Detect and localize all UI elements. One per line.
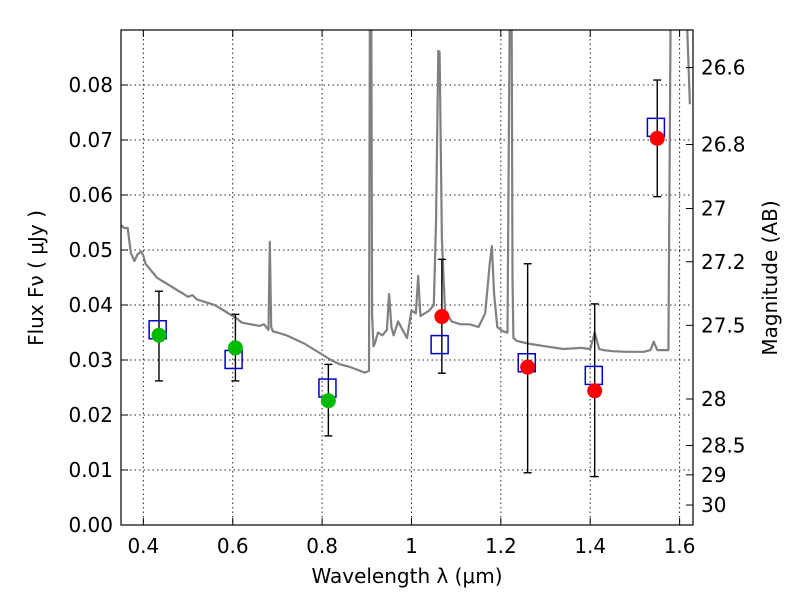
y-tick-label: 0.07 (68, 128, 113, 152)
mag-tick-label: 28 (701, 387, 726, 411)
mag-tick-label: 27.5 (701, 313, 746, 337)
x-tick-label: 1.4 (574, 534, 606, 558)
y-tick-label: 0.08 (68, 73, 113, 97)
model-box-marker (430, 334, 449, 355)
y-tick-label: 0.03 (68, 348, 113, 372)
right-axis-title: Magnitude (AB) (758, 200, 782, 355)
y-tick-label: 0.00 (68, 513, 113, 537)
x-tick-label: 0.8 (306, 534, 338, 558)
plot-frame (120, 29, 694, 526)
mag-tick-label: 28.5 (701, 434, 746, 458)
x-tick-label: 1.2 (485, 534, 517, 558)
y-tick-label: 0.02 (68, 403, 113, 427)
observed-point-red (434, 309, 450, 325)
y-axis-title: Flux Fν ( μJy ) (24, 210, 48, 346)
x-tick-label: 0.4 (127, 534, 159, 558)
observed-point-green (151, 327, 167, 343)
tick-layer: 0.4 0.6 0.8 1 1.2 1.4 1.6 0.00 0.01 0.02 0.03 0.04 0… (68, 30, 746, 558)
mag-tick-label: 26.6 (701, 56, 746, 80)
mag-tick-label: 29 (701, 463, 726, 487)
observed-point-red (649, 130, 665, 146)
observed-point-red (587, 383, 603, 399)
mag-tick-label: 27 (701, 197, 726, 221)
x-tick-label: 1.6 (664, 534, 696, 558)
observed-point-green (227, 340, 243, 356)
y-tick-label: 0.05 (68, 238, 113, 262)
y-tick-label: 0.06 (68, 183, 113, 207)
observed-point-green (320, 393, 336, 409)
x-tick-label: 1 (405, 534, 418, 558)
sed-model-curve (121, 30, 691, 374)
sed-curve-layer (121, 30, 691, 374)
y-tick-label: 0.01 (68, 458, 113, 482)
mag-tick-label: 27.2 (701, 250, 746, 274)
y-tick-label: 0.04 (68, 293, 113, 317)
x-axis-title: Wavelength λ (μm) (311, 564, 502, 588)
x-tick-label: 0.6 (217, 534, 249, 558)
plot-area (121, 30, 693, 525)
observed-point-layer (151, 130, 665, 409)
mag-tick-label: 26.8 (701, 132, 746, 156)
mag-tick-label: 30 (701, 493, 726, 517)
observed-point-red (520, 359, 536, 375)
